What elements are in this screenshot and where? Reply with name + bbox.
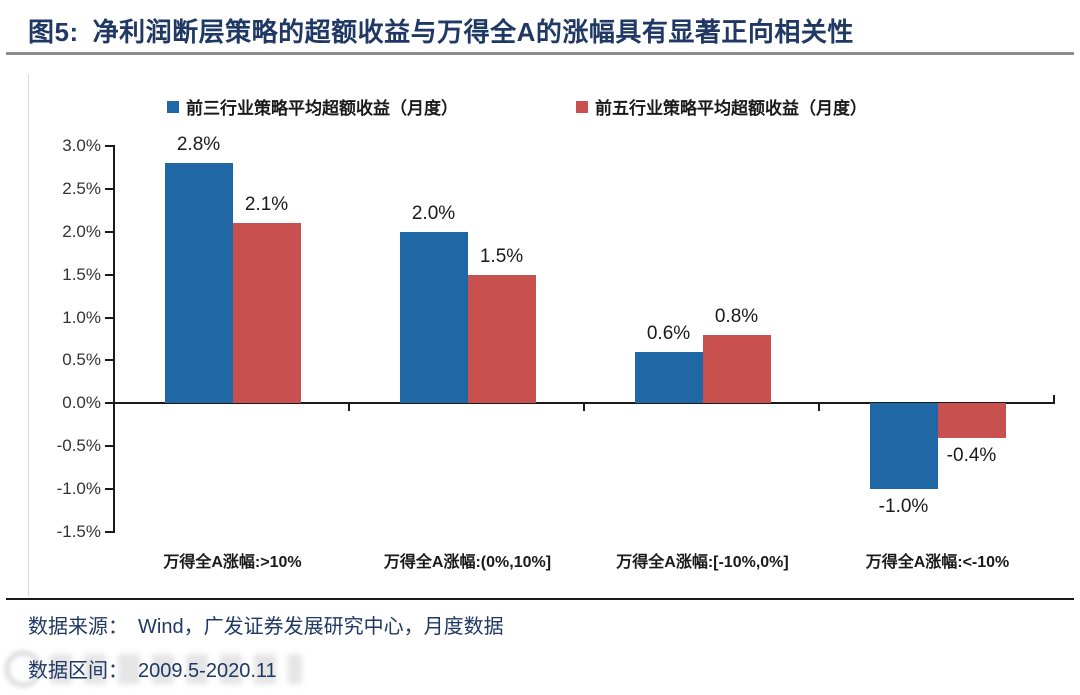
x-axis-line [115, 402, 1055, 405]
bar-value-label: -1.0% [878, 496, 929, 518]
x-axis-category-label: 万得全A涨幅:>10% [163, 554, 302, 571]
y-axis-tick [105, 145, 113, 147]
bar-top5 [702, 334, 771, 404]
y-axis-tick [105, 445, 113, 448]
y-axis-tick [105, 187, 113, 190]
data-range-line: 数据区间： 2009.5-2020.11 [28, 654, 277, 683]
legend-label: 前五行业策略平均超额收益（月度） [595, 99, 867, 118]
data-range-label: 数据区间： [28, 660, 128, 682]
y-axis-tick-label: 3.0% [62, 136, 101, 155]
bar-value-label: 0.6% [646, 322, 691, 344]
y-axis-tick-label: 0.0% [62, 393, 101, 413]
bar-top3 [634, 351, 703, 404]
bar-value-label: 2.0% [411, 202, 456, 224]
x-axis-category-label: 万得全A涨幅:(0%,10%] [383, 554, 552, 571]
y-axis-tick-label: 0.5% [62, 350, 101, 370]
figure-title: 图5: 净利润断层策略的超额收益与万得全A的涨幅具有显著正向相关性 [28, 12, 854, 49]
y-axis-tick [105, 488, 113, 491]
y-axis-tick [105, 531, 113, 533]
data-source-label: 数据来源： [28, 616, 128, 638]
chart-frame-border [28, 74, 29, 596]
x-axis-tick [583, 403, 585, 412]
figure-title-text: 净利润断层策略的超额收益与万得全A的涨幅具有显著正向相关性 [92, 17, 854, 47]
legend-item: 前五行业策略平均超额收益（月度） [576, 94, 867, 119]
y-axis-tick [105, 402, 113, 405]
legend-swatch-icon [167, 100, 179, 113]
title-divider [6, 52, 1074, 55]
bar-top5 [232, 223, 301, 404]
figure-number: 图5: [28, 17, 79, 47]
y-axis-tick-label: -0.5% [56, 436, 101, 456]
y-axis-tick-label: 2.5% [62, 178, 101, 198]
y-axis-tick-label: -1.0% [56, 479, 101, 499]
bar-value-label: 2.8% [176, 134, 221, 156]
legend-label: 前三行业策略平均超额收益（月度） [186, 99, 458, 118]
legend-swatch-icon [576, 100, 588, 113]
data-source-text: Wind，广发证券发展研究中心，月度数据 [138, 616, 504, 638]
y-axis-tick-label: 1.0% [62, 307, 101, 327]
x-axis-tick [1053, 395, 1055, 404]
x-axis-tick [348, 403, 350, 412]
y-axis-tick [105, 316, 113, 319]
x-axis-tick [818, 403, 820, 412]
bar-value-label: 1.5% [479, 245, 524, 267]
y-axis-tick [105, 230, 113, 233]
chart-legend: 前三行业策略平均超额收益（月度） 前五行业策略平均超额收益（月度） [167, 94, 867, 119]
bar-value-label: 2.1% [244, 194, 289, 216]
footer-divider [6, 598, 1074, 600]
y-axis-tick-label: -1.5% [56, 522, 101, 541]
bar-top3 [164, 163, 233, 404]
y-axis-line [113, 145, 115, 533]
bar-top3 [399, 231, 468, 404]
bar-top5 [467, 274, 536, 404]
y-axis-tick [105, 359, 113, 362]
legend-item: 前三行业策略平均超额收益（月度） [167, 94, 458, 119]
bar-value-label: -0.4% [946, 444, 997, 466]
data-source-line: 数据来源： Wind，广发证券发展研究中心，月度数据 [28, 610, 504, 639]
x-axis-category-label: 万得全A涨幅:<-10% [865, 554, 1010, 571]
bar-top3 [869, 403, 938, 490]
bar-top5 [937, 403, 1006, 438]
bar-value-label: 0.8% [714, 305, 759, 327]
data-range-text: 2009.5-2020.11 [138, 660, 277, 682]
y-axis-tick [105, 273, 113, 276]
x-axis-category-label: 万得全A涨幅:[-10%,0%] [616, 554, 789, 571]
y-axis-tick-label: 1.5% [62, 264, 101, 284]
y-axis-tick-label: 2.0% [62, 221, 101, 241]
